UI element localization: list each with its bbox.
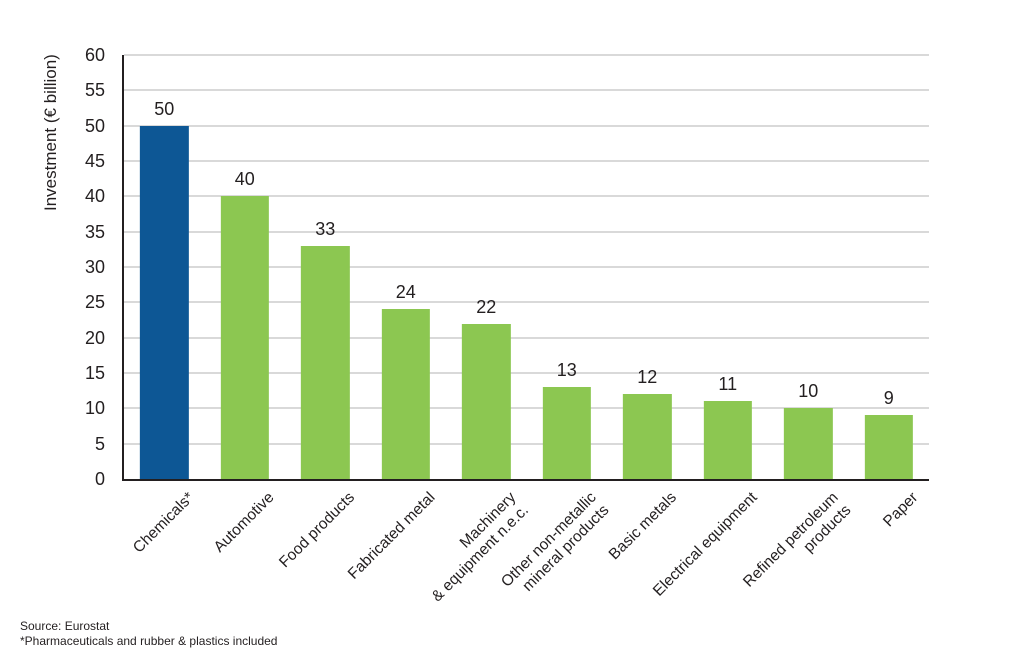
gridline xyxy=(124,89,929,92)
bar-value-label: 11 xyxy=(718,374,738,395)
bar-value-label: 24 xyxy=(395,282,416,303)
gridline xyxy=(124,54,929,56)
bar xyxy=(301,245,350,479)
x-category-label: Food products xyxy=(276,489,359,572)
bar-value-label: 33 xyxy=(315,218,336,239)
bar-slot: 24 Fabricated metal xyxy=(345,55,447,582)
bar-value-label: 12 xyxy=(637,367,658,388)
bar-slot: 13 Other non-metallic mineral products xyxy=(498,55,612,595)
bar xyxy=(623,394,672,479)
bar-slot: 40 Automotive xyxy=(205,55,286,556)
bar-slot: 22 Machinery & equipment n.e.c. xyxy=(429,55,532,606)
x-category-label: Paper xyxy=(880,489,922,531)
footnote-text: *Pharmaceuticals and rubber & plastics i… xyxy=(20,633,278,648)
gridline xyxy=(124,195,929,198)
y-tick-label: 10 xyxy=(84,398,105,419)
plot-area: 50 Chemicals* 40 Automotive 33 Food products 2… xyxy=(122,54,930,606)
x-category-label: Automotive xyxy=(210,489,278,556)
y-tick-label: 15 xyxy=(84,363,105,383)
bar xyxy=(381,309,430,479)
bar-slot: 50 Chemicals* xyxy=(124,55,205,557)
y-tick-label: 35 xyxy=(84,221,105,242)
bar-value-label: 13 xyxy=(556,360,577,381)
bar-value-label: 50 xyxy=(154,98,175,119)
y-tick-label: 20 xyxy=(84,327,105,348)
bar xyxy=(784,408,833,479)
gridline xyxy=(124,230,929,233)
bar-value-label: 40 xyxy=(234,169,255,190)
y-tick-label: 45 xyxy=(84,151,105,171)
y-tick-label: 30 xyxy=(84,257,105,277)
x-category-label: Basic metals xyxy=(606,489,681,564)
y-tick-label: 40 xyxy=(84,186,105,207)
gridline xyxy=(124,407,929,410)
gridline xyxy=(124,442,929,445)
bar-slot: 10 Refined petroleum products xyxy=(740,55,855,590)
gridline xyxy=(124,336,929,339)
gridline xyxy=(124,301,929,304)
bar xyxy=(220,196,269,479)
gridline xyxy=(124,372,929,374)
y-axis-tick-labels: 0 5 10 15 20 25 30 35 40 45 50 55 60 xyxy=(0,46,105,488)
source-text: Source: Eurostat xyxy=(20,619,110,633)
bar-slot: 12 Basic metals xyxy=(606,55,688,563)
y-tick-label: 60 xyxy=(84,45,105,65)
y-tick-label: 55 xyxy=(84,80,105,101)
gridline xyxy=(124,124,929,127)
bar-value-label: 10 xyxy=(798,381,819,402)
y-tick-label: 25 xyxy=(84,292,105,313)
gridline xyxy=(124,266,929,268)
chart-footer: Source: Eurostat *Pharmaceuticals and ru… xyxy=(20,619,277,648)
gridline xyxy=(124,160,929,162)
bar xyxy=(864,415,913,479)
bar-slot: 9 Paper xyxy=(849,55,930,530)
bar xyxy=(703,401,752,479)
bar xyxy=(542,387,591,479)
y-tick-label: 0 xyxy=(94,469,105,489)
bar xyxy=(140,125,189,479)
y-tick-label: 5 xyxy=(94,433,105,454)
bar-slot: 11 Electrical equipment xyxy=(650,55,769,599)
bar-series: 50 Chemicals* 40 Automotive 33 Food products 2… xyxy=(124,55,930,606)
bar-value-label: 22 xyxy=(476,296,497,317)
x-category-label: Chemicals* xyxy=(129,489,198,557)
bar xyxy=(462,323,511,479)
bar-slot: 33 Food products xyxy=(276,55,366,571)
y-tick-label: 50 xyxy=(84,115,105,136)
bar-value-label: 9 xyxy=(883,388,894,409)
